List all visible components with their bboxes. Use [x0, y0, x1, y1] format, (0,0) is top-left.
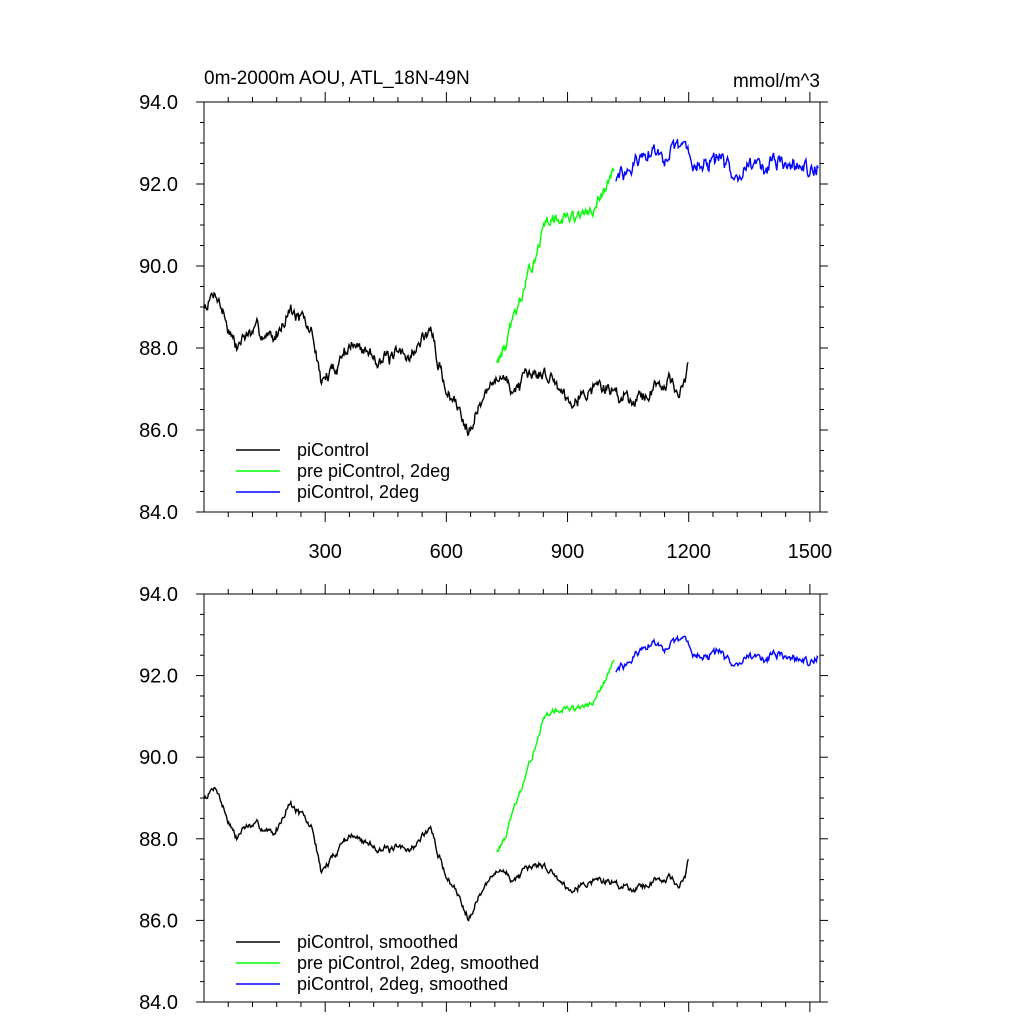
y-tick-label: 84.0 — [139, 502, 178, 524]
y-tick-label: 88.0 — [139, 829, 178, 851]
panel-smoothed: 84.0 86.0 88.0 90.0 92.0 94.0 piControl, smoot… — [139, 584, 828, 1014]
x-tick-label: 600 — [430, 541, 463, 563]
legend-label: pre piControl, 2deg, smoothed — [297, 953, 539, 973]
y-tick-label: 94.0 — [139, 584, 178, 606]
units-label: mmol/m^3 — [733, 71, 820, 92]
series-line-picontrol-2deg — [615, 138, 819, 184]
legend-label: piControl, 2deg — [297, 482, 419, 502]
series-line-picontrol — [203, 291, 689, 437]
series-line-picontrol-2deg-smoothed — [615, 634, 819, 673]
y-tick-label: 88.0 — [139, 338, 178, 360]
legend-label: piControl — [297, 440, 369, 460]
series-line-pre-picontrol-2deg-smoothed — [496, 659, 615, 853]
y-tick-label: 90.0 — [139, 256, 178, 278]
y-tick-label: 86.0 — [139, 420, 178, 442]
y-tick-label: 90.0 — [139, 747, 178, 769]
chart-title: 0m-2000m AOU, ATL_18N-49N — [204, 68, 470, 89]
x-tick-label: 900 — [551, 541, 584, 563]
x-tick-label: 1500 — [788, 541, 833, 563]
legend-label: pre piControl, 2deg — [297, 461, 450, 481]
y-tick-label: 86.0 — [139, 910, 178, 932]
series-line-picontrol-smoothed — [203, 787, 689, 922]
legend-label: piControl, smoothed — [297, 932, 458, 952]
y-tick-label: 94.0 — [139, 92, 178, 114]
y-tick-label: 84.0 — [139, 992, 178, 1014]
panel-raw: 84.0 86.0 88.0 90.0 92.0 94.0 300 600 900 1200 150… — [139, 92, 832, 563]
x-tick-label: 1200 — [666, 541, 711, 563]
y-tick-label: 92.0 — [139, 174, 178, 196]
x-tick-label: 300 — [308, 541, 341, 563]
legend-label: piControl, 2deg, smoothed — [297, 974, 508, 994]
series-line-pre-picontrol-2deg — [496, 166, 615, 363]
y-tick-label: 92.0 — [139, 666, 178, 688]
